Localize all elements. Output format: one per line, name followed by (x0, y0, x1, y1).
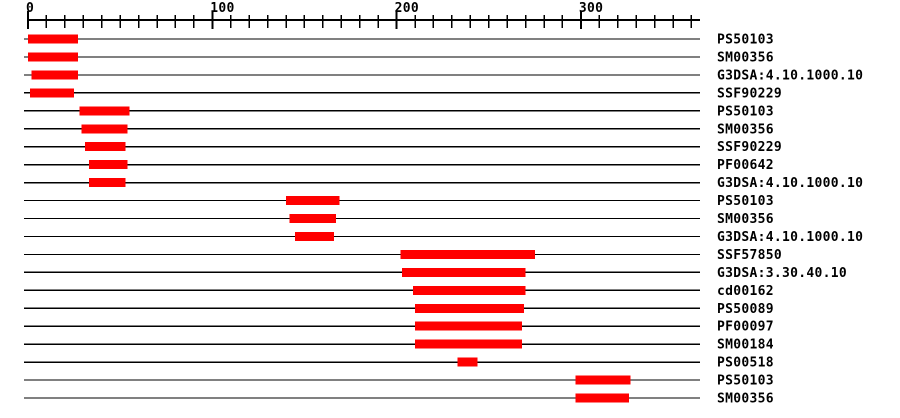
feature-row: PS50103 (24, 33, 774, 48)
row-signature-label: PS50103 (717, 194, 774, 209)
domain-match-bar (28, 52, 78, 62)
domain-match-bar (85, 142, 126, 152)
domain-match-bar (457, 357, 478, 367)
domain-match-bar (79, 106, 130, 116)
row-signature-label: PS50103 (717, 374, 774, 389)
ruler-tick-label: 200 (395, 1, 419, 16)
row-signature-label: SM00356 (717, 392, 774, 407)
domain-match-bar (402, 267, 526, 277)
feature-row: SM00184 (24, 338, 774, 353)
feature-row: G3DSA:4.10.1000.10 (24, 176, 863, 191)
row-signature-label: PS00518 (717, 356, 774, 371)
domain-match-bar (415, 339, 522, 349)
feature-row: G3DSA:4.10.1000.10 (24, 68, 863, 83)
domain-match-bar (28, 34, 78, 44)
row-signature-label: SSF90229 (717, 86, 782, 101)
feature-row: SSF57850 (24, 248, 782, 263)
feature-row: PS50089 (24, 302, 774, 317)
feature-row: PS50103 (24, 374, 774, 389)
feature-row: SM00356 (24, 392, 774, 407)
domain-match-bar (31, 70, 78, 80)
row-signature-label: PS50089 (717, 302, 774, 317)
domain-match-bar (415, 321, 522, 331)
row-signature-label: PS50103 (717, 104, 774, 119)
domain-match-bar (295, 231, 334, 241)
feature-row: cd00162 (24, 284, 774, 299)
feature-row: SM00356 (24, 212, 774, 227)
feature-row: PF00642 (24, 158, 774, 173)
feature-row: PS50103 (24, 104, 774, 119)
domain-match-bar (29, 88, 75, 98)
row-signature-label: G3DSA:4.10.1000.10 (717, 68, 863, 83)
domain-match-bar (575, 393, 629, 403)
row-signature-label: SM00356 (717, 122, 774, 137)
ruler-tick-label: 0 (26, 1, 34, 16)
domain-match-bar (286, 196, 340, 206)
domain-match-bar (81, 124, 128, 134)
sequence-ruler: 0 100 200 300 (26, 1, 700, 29)
row-signature-label: SM00356 (717, 50, 774, 65)
feature-row: PF00097 (24, 320, 774, 335)
row-signature-label: PF00097 (717, 320, 774, 335)
domain-match-bar (400, 249, 535, 259)
row-signature-label: SM00356 (717, 212, 774, 227)
ruler-tick-label: 300 (579, 1, 603, 16)
row-signature-label: PF00642 (717, 158, 774, 173)
feature-row: PS50103 (24, 194, 774, 209)
domain-match-bar (415, 303, 524, 313)
row-signature-label: G3DSA:4.10.1000.10 (717, 176, 863, 191)
ruler-tick-label: 100 (210, 1, 234, 16)
domain-match-bar (289, 214, 336, 223)
feature-row: G3DSA:4.10.1000.10 (24, 230, 863, 245)
row-signature-label: PS50103 (717, 33, 774, 48)
row-signature-label: cd00162 (717, 284, 774, 299)
feature-row: PS00518 (24, 356, 774, 371)
row-signature-label: SSF57850 (717, 248, 782, 263)
domain-match-bar (413, 285, 526, 295)
feature-row: SSF90229 (24, 140, 782, 155)
row-signature-label: G3DSA:4.10.1000.10 (717, 230, 863, 245)
feature-row: SM00356 (24, 50, 774, 65)
feature-row: G3DSA:3.30.40.10 (24, 266, 847, 281)
domain-match-bar (88, 178, 126, 188)
feature-row: SSF90229 (24, 86, 782, 101)
row-signature-label: G3DSA:3.30.40.10 (717, 266, 847, 281)
row-signature-label: SSF90229 (717, 140, 782, 155)
feature-row: SM00356 (24, 122, 774, 137)
domain-match-bar (575, 375, 631, 385)
domain-match-bar (88, 160, 128, 170)
row-signature-label: SM00184 (717, 338, 774, 353)
